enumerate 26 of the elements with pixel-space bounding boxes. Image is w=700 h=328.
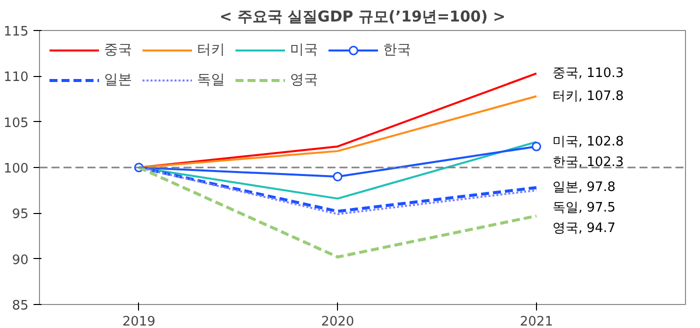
data-label: 독일, 97.5 bbox=[552, 200, 616, 216]
data-label: 터키, 107.8 bbox=[552, 88, 624, 104]
data-label: 중국, 110.3 bbox=[552, 66, 624, 81]
y-tick-label: 95 bbox=[12, 207, 29, 222]
legend-label: 한국 bbox=[383, 41, 411, 59]
data-label: 영국, 94.7 bbox=[552, 221, 616, 236]
legend-label: 영국 bbox=[290, 71, 318, 89]
y-tick-label: 100 bbox=[4, 162, 29, 176]
data-label: 미국, 102.8 bbox=[552, 134, 624, 150]
point bbox=[332, 172, 342, 182]
data-label: 일본, 97.8 bbox=[552, 180, 616, 196]
legend-label: 터키 bbox=[197, 41, 225, 59]
point bbox=[532, 142, 542, 152]
y-tick-label: 110 bbox=[4, 70, 29, 86]
legend-label: 일본 bbox=[104, 71, 132, 89]
y-tick-label: 115 bbox=[4, 24, 29, 40]
legend-label: 미국 bbox=[290, 41, 318, 59]
y-tick-label: 90 bbox=[12, 252, 29, 268]
legend-label: 중국 bbox=[104, 41, 132, 59]
x-tick-label: 2021 bbox=[520, 314, 553, 328]
chart-title: < 주요국 실질GDP 규모(’19년=100) > bbox=[220, 8, 506, 26]
x-tick-label: 2020 bbox=[321, 314, 354, 328]
y-tick-label: 105 bbox=[4, 116, 29, 131]
y-tick-label: 85 bbox=[12, 298, 29, 314]
legend-label: 독일 bbox=[197, 71, 225, 89]
x-tick-label: 2019 bbox=[122, 314, 156, 328]
